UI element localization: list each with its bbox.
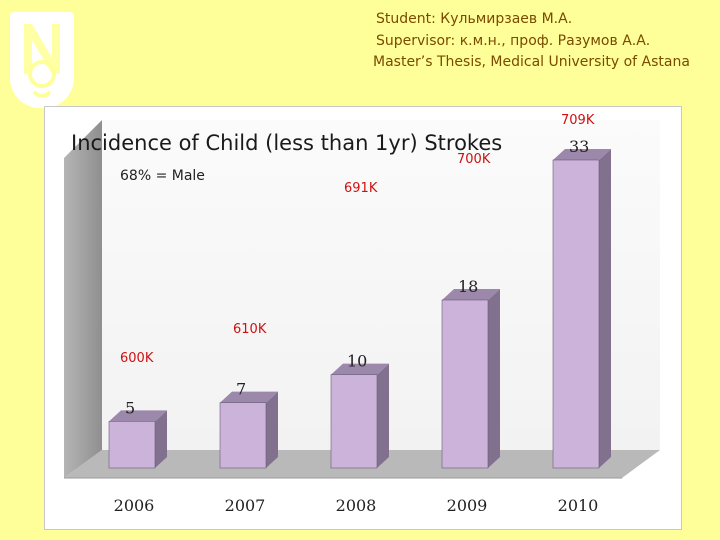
bar-2007 — [219, 402, 267, 469]
annotation-2008: 691K — [344, 181, 378, 196]
bar-2008 — [330, 374, 378, 469]
x-tick-2007: 2007 — [225, 496, 266, 515]
value-label-2010: 33 — [569, 137, 589, 156]
annotation-2010: 709K — [561, 113, 595, 128]
annotation-2006: 600K — [120, 351, 154, 366]
university-logo — [10, 12, 74, 108]
x-tick-2006: 2006 — [114, 496, 155, 515]
annotation-2007: 610K — [233, 322, 267, 337]
bar-top-2006 — [109, 410, 167, 422]
bar-2006 — [108, 421, 156, 469]
bar-side-2006 — [155, 410, 167, 468]
bar-top-2008 — [331, 363, 389, 375]
thesis-line: Master’s Thesis, Medical University of A… — [373, 54, 690, 70]
value-label-2008: 10 — [347, 352, 367, 371]
x-tick-2009: 2009 — [447, 496, 488, 515]
back-wall — [102, 120, 660, 450]
value-label-2009: 18 — [458, 277, 478, 296]
bar-top-2009 — [442, 289, 500, 300]
student-line: Student: Кульмирзаев М.А. — [376, 11, 573, 27]
bar-top-2007 — [220, 391, 278, 403]
bar-side-2007 — [266, 391, 278, 468]
bar-side-2009 — [488, 289, 500, 468]
x-tick-2008: 2008 — [336, 496, 377, 515]
side-wall — [64, 120, 102, 478]
bar-2010 — [552, 159, 600, 469]
logo-emblem-icon — [24, 24, 60, 98]
chart-title: Incidence of Child (less than 1yr) Strok… — [71, 131, 502, 155]
supervisor-line: Supervisor: к.м.н., проф. Разумов А.А. — [376, 32, 651, 49]
annotation-2009: 700K — [457, 152, 491, 167]
x-tick-2010: 2010 — [558, 496, 599, 515]
value-label-2007: 7 — [236, 380, 246, 399]
male-percentage-note: 68% = Male — [120, 168, 205, 184]
bar-2009 — [441, 299, 489, 469]
credits-block: Student: Кульмирзаев М.А. Supervisor: к.… — [350, 9, 710, 74]
bar-side-2008 — [377, 363, 389, 468]
bar-side-2010 — [599, 149, 611, 468]
value-label-2006: 5 — [125, 398, 135, 417]
bar-top-2010 — [553, 149, 611, 160]
